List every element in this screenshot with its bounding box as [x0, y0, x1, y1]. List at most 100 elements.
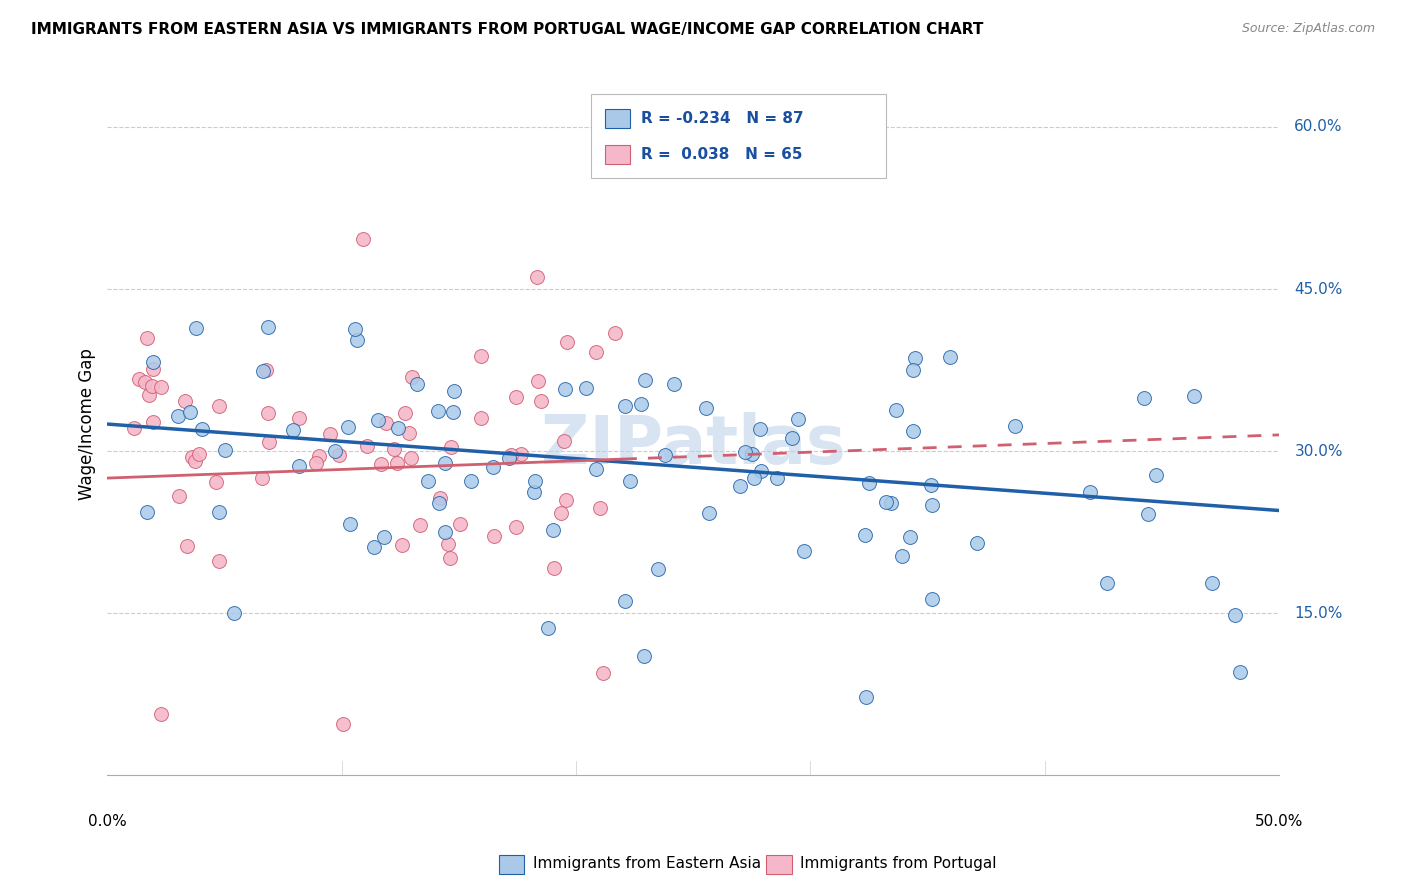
Point — [387, 421, 409, 435]
Point — [921, 498, 943, 512]
Point — [585, 345, 607, 359]
Point — [222, 606, 245, 620]
Point — [385, 456, 408, 470]
Point — [167, 489, 190, 503]
Point — [142, 415, 165, 429]
Point — [482, 529, 505, 543]
Point — [786, 412, 808, 426]
Point — [603, 326, 626, 341]
Point — [136, 331, 159, 345]
Point — [1223, 608, 1246, 623]
Point — [184, 454, 207, 468]
Point — [966, 536, 988, 550]
Point — [613, 594, 636, 608]
Point — [853, 528, 876, 542]
Point — [614, 399, 637, 413]
Point — [418, 475, 440, 489]
Point — [1201, 576, 1223, 591]
Point — [748, 422, 770, 436]
Point — [352, 232, 374, 246]
Point — [427, 404, 450, 418]
Point — [367, 413, 389, 427]
Point — [429, 491, 451, 505]
Point — [654, 448, 676, 462]
Point — [382, 442, 405, 456]
Point — [405, 376, 427, 391]
Point — [308, 449, 330, 463]
Point — [208, 400, 231, 414]
Point — [1133, 391, 1156, 405]
Point — [509, 447, 531, 461]
Point — [250, 471, 273, 485]
Point — [339, 516, 361, 531]
Text: Immigrants from Portugal: Immigrants from Portugal — [800, 856, 997, 871]
Point — [214, 442, 236, 457]
Point — [427, 496, 450, 510]
Point — [208, 505, 231, 519]
Point — [305, 456, 328, 470]
Point — [553, 434, 575, 449]
Point — [592, 665, 614, 680]
Point — [375, 416, 398, 430]
Point — [939, 350, 962, 364]
Point — [527, 375, 550, 389]
Point — [505, 520, 527, 534]
Text: 50.0%: 50.0% — [1256, 814, 1303, 829]
Point — [904, 351, 927, 365]
Point — [437, 537, 460, 551]
Point — [257, 435, 280, 450]
Point — [900, 530, 922, 544]
Point — [664, 376, 686, 391]
Point — [167, 409, 190, 423]
Point — [176, 540, 198, 554]
Point — [336, 420, 359, 434]
Point — [470, 349, 492, 363]
Point — [695, 401, 717, 415]
Point — [135, 505, 157, 519]
Point — [630, 397, 652, 411]
Point — [443, 384, 465, 398]
Point — [749, 464, 772, 478]
Text: Source: ZipAtlas.com: Source: ZipAtlas.com — [1241, 22, 1375, 36]
Point — [498, 451, 520, 466]
Point — [524, 475, 547, 489]
Point — [880, 496, 903, 510]
Point — [288, 410, 311, 425]
Point — [1004, 418, 1026, 433]
Point — [921, 592, 943, 607]
Point — [179, 405, 201, 419]
Point — [901, 424, 924, 438]
Point — [191, 421, 214, 435]
Point — [589, 501, 612, 516]
Point — [543, 561, 565, 575]
Text: ZIPatlas: ZIPatlas — [541, 412, 845, 478]
Point — [440, 440, 463, 454]
Point — [373, 530, 395, 544]
Point — [283, 423, 305, 437]
Text: 15.0%: 15.0% — [1295, 606, 1343, 621]
Point — [526, 270, 548, 285]
Point — [855, 690, 877, 704]
Point — [252, 364, 274, 378]
Point — [433, 456, 456, 470]
Point — [541, 523, 564, 537]
Text: R = -0.234   N = 87: R = -0.234 N = 87 — [641, 112, 804, 126]
Point — [288, 459, 311, 474]
Point — [523, 485, 546, 500]
Point — [256, 405, 278, 419]
Text: 45.0%: 45.0% — [1295, 282, 1343, 296]
Point — [363, 541, 385, 555]
Point — [207, 554, 229, 568]
Point — [184, 321, 207, 335]
Point — [332, 716, 354, 731]
Point — [633, 648, 655, 663]
Point — [173, 394, 195, 409]
Point — [537, 621, 560, 635]
Point — [585, 462, 607, 476]
Point — [634, 373, 657, 387]
Text: Immigrants from Eastern Asia: Immigrants from Eastern Asia — [533, 856, 761, 871]
Point — [128, 372, 150, 386]
Point — [134, 375, 156, 389]
Point — [555, 334, 578, 349]
Y-axis label: Wage/Income Gap: Wage/Income Gap — [79, 348, 96, 500]
